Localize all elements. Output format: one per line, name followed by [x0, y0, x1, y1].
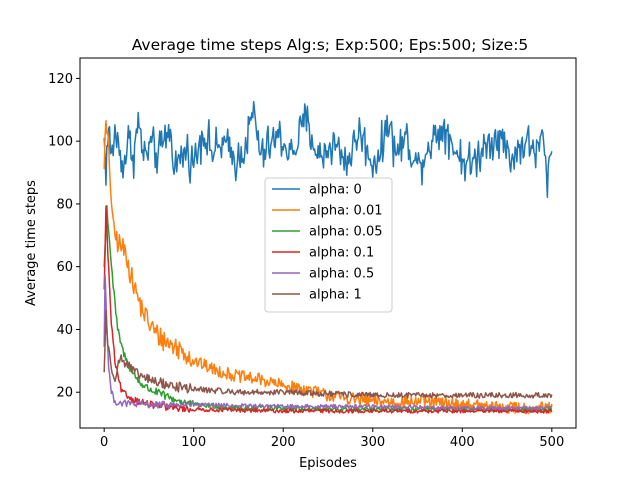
series-line-alpha-1 — [103, 309, 553, 399]
x-axis-title: Episodes — [299, 456, 357, 471]
legend: alpha: 0 alpha: 0.01 alpha: 0.05 alpha: 0.1… — [264, 177, 393, 313]
legend-label: alpha: 0.05 — [309, 225, 383, 240]
legend-label: alpha: 0.1 — [309, 246, 374, 261]
x-tick-label: 200 — [271, 435, 296, 450]
legend-label: alpha: 0.5 — [309, 267, 374, 282]
x-tick-label: 500 — [539, 435, 564, 450]
x-tick-label: 400 — [450, 435, 475, 450]
series-line-alpha-0-5 — [103, 274, 552, 411]
plot-frame-border — [79, 57, 577, 429]
legend-label: alpha: 0.01 — [309, 204, 383, 219]
x-tick-label: 0 — [100, 435, 108, 450]
y-tick-label: 100 — [48, 135, 73, 150]
series-line-alpha-0-1 — [103, 205, 553, 414]
legend-label: alpha: 1 — [309, 288, 362, 303]
series-line-alpha-0 — [103, 100, 553, 198]
y-axis: 20 40 60 80 100 120 — [48, 72, 80, 401]
y-tick-label: 120 — [48, 72, 73, 87]
legend-label: alpha: 0 — [309, 183, 362, 198]
series-layer — [103, 100, 553, 415]
y-tick-label: 20 — [56, 386, 73, 401]
y-tick-label: 80 — [56, 197, 73, 212]
legend-box — [264, 177, 393, 313]
x-tick-label: 300 — [360, 435, 385, 450]
y-tick-label: 40 — [56, 323, 73, 338]
x-tick-label: 100 — [181, 435, 206, 450]
y-axis-title: Average time steps — [24, 180, 39, 306]
y-tick-label: 60 — [56, 260, 73, 275]
x-axis: 0 100 200 300 400 500 — [100, 428, 564, 450]
chart-title: Average time steps Alg:s; Exp:500; Eps:5… — [132, 36, 529, 54]
